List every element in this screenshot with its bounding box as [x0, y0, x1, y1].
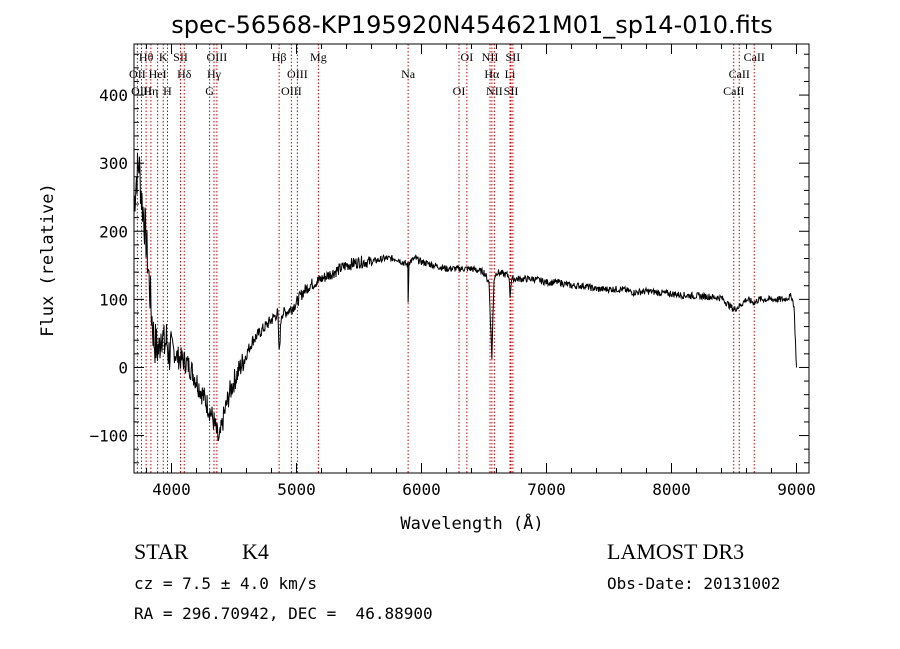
object-class: STAR [134, 539, 189, 564]
observation-date: Obs-Date: 20131002 [607, 574, 780, 593]
line-marker-label: Hβ [272, 50, 287, 64]
x-tick-label: 4000 [152, 480, 191, 499]
y-tick-label: 200 [99, 222, 128, 241]
line-marker-label: Hη [143, 84, 158, 98]
x-tick-label: 6000 [402, 480, 441, 499]
line-marker-label: OIII [131, 84, 152, 98]
plot-frame [133, 43, 810, 474]
x-axis-label: Wavelength (Å) [400, 512, 543, 534]
line-marker-label: Mg [310, 50, 327, 64]
line-marker-label: Hα [484, 67, 500, 81]
line-marker-label: Hθ [139, 50, 154, 64]
line-marker-label: OIII [281, 84, 302, 98]
line-marker-label: K [159, 50, 168, 64]
emission-line-markers [136, 44, 755, 473]
x-tick-label: 9000 [777, 480, 816, 499]
survey-name: LAMOST DR3 [607, 539, 744, 564]
x-axis-ticks: 4000 5000 6000 7000 8000 9000 [146, 44, 816, 499]
line-marker-label: G [205, 84, 214, 98]
y-tick-label: 400 [99, 86, 128, 105]
line-marker-label: CaII [744, 50, 765, 64]
line-marker-label: SII [504, 84, 519, 98]
line-marker-label: Li [505, 67, 516, 81]
line-marker-label: OII [129, 67, 146, 81]
line-marker-label: OIII [207, 50, 228, 64]
line-marker-label: Hγ [207, 67, 222, 81]
spectrum-line [133, 153, 797, 441]
line-marker-label: CaII [729, 67, 750, 81]
line-marker-label: H [163, 84, 172, 98]
line-marker-label: CaII [723, 84, 744, 98]
line-marker-label: SII [173, 50, 188, 64]
line-marker-label: SII [506, 50, 521, 64]
line-marker-label: NII [482, 50, 499, 64]
line-marker-label: NII [486, 84, 503, 98]
line-marker-label: Na [401, 67, 416, 81]
y-tick-label: 0 [118, 358, 128, 377]
sky-coordinates: RA = 296.70942, DEC = 46.88900 [134, 604, 433, 623]
line-marker-label: OI [461, 50, 474, 64]
line-marker-label: OIII [287, 67, 308, 81]
object-subclass: K4 [242, 539, 269, 564]
chart-title: spec-56568-KP195920N454621M01_sp14-010.f… [171, 11, 772, 39]
y-axis-label: Flux (relative) [38, 183, 58, 337]
x-tick-label: 7000 [527, 480, 566, 499]
x-tick-label: 5000 [277, 480, 316, 499]
line-marker-label: HeI [149, 67, 167, 81]
y-tick-label: 100 [99, 290, 128, 309]
emission-line-labels: HθOIIOIIIKHeIHηSIIHδHOIIIHγGHβOIIIOIIIMg… [129, 50, 765, 98]
y-tick-label: −100 [89, 427, 128, 446]
x-tick-label: 8000 [652, 480, 691, 499]
line-marker-label: Hδ [177, 67, 192, 81]
y-axis-ticks: −100 0 100 200 300 400 [89, 53, 809, 464]
y-tick-label: 300 [99, 154, 128, 173]
line-marker-label: OI [453, 84, 466, 98]
redshift-value: cz = 7.5 ± 4.0 km/s [134, 574, 317, 593]
